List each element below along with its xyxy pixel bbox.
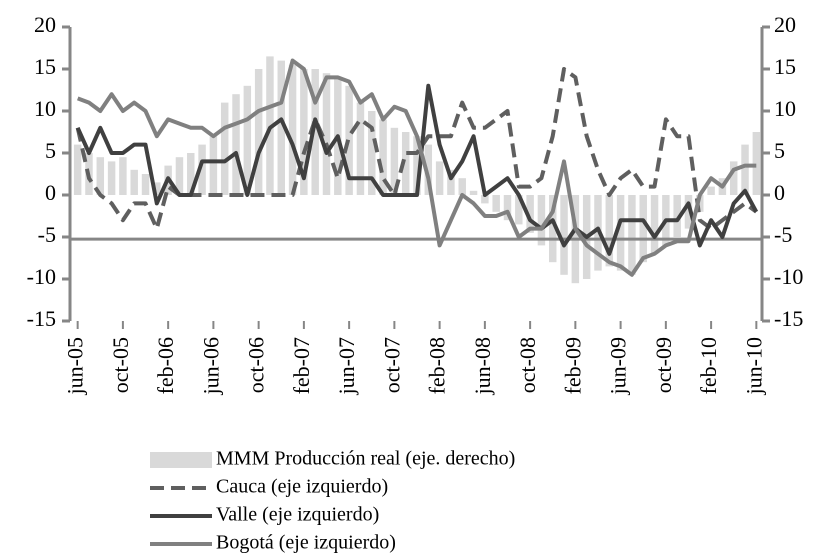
y2-tick-label: 5 — [774, 138, 785, 163]
bar — [515, 195, 523, 225]
line — [75, 83, 759, 256]
bar — [187, 153, 195, 195]
bar — [503, 195, 512, 221]
bar — [435, 161, 444, 195]
bar — [300, 69, 308, 195]
legend-label: Cauca (eje izquierdo) — [216, 476, 388, 498]
y-tick-label: 5 — [45, 138, 56, 163]
bar — [368, 111, 376, 195]
bar — [560, 195, 568, 275]
y-tick-label: 10 — [34, 96, 56, 121]
bar — [288, 64, 297, 195]
bar — [707, 186, 715, 195]
bar — [209, 136, 218, 195]
bar — [526, 195, 534, 233]
line — [77, 58, 757, 277]
bar — [107, 161, 116, 195]
legend-label: Bogotá (eje izquierdo) — [216, 532, 396, 554]
y-tick-label: 20 — [34, 12, 56, 37]
y2-tick-label: 15 — [774, 54, 796, 79]
bar — [628, 195, 636, 275]
bar — [243, 85, 252, 195]
y2-tick-label: -5 — [774, 222, 792, 247]
bar — [413, 136, 421, 195]
bar — [130, 169, 138, 195]
x-tick-label: jun-09 — [606, 337, 631, 395]
x-tick-label: oct-08 — [515, 337, 540, 393]
bar — [684, 195, 693, 229]
bar — [141, 174, 150, 195]
y-tick-label: -10 — [27, 264, 56, 289]
x-tick-label: feb-07 — [289, 337, 314, 394]
y2-tick-label: -15 — [774, 306, 803, 331]
y2-tick-label: 10 — [774, 96, 796, 121]
y2-tick-label: -10 — [774, 264, 803, 289]
x-tick-label: jun-06 — [198, 337, 223, 395]
x-tick-label: feb-10 — [696, 337, 721, 394]
bar — [424, 144, 433, 195]
bar — [673, 195, 681, 237]
bar — [277, 60, 285, 195]
x-tick-label: feb-09 — [560, 337, 585, 394]
bar — [175, 157, 184, 195]
y2-tick-label: 0 — [774, 180, 785, 205]
bar — [119, 157, 127, 195]
bar — [549, 195, 557, 263]
bar — [96, 157, 105, 195]
bar — [356, 102, 365, 195]
legend-label: MMM Producción real (eje. derecho) — [216, 448, 515, 470]
bar — [469, 190, 478, 195]
y-tick-label: 15 — [34, 54, 56, 79]
x-tick-label: jun-07 — [334, 337, 359, 395]
bar — [232, 94, 240, 195]
bar — [153, 182, 161, 195]
y-tick-label: -15 — [27, 306, 56, 331]
bar — [729, 161, 738, 195]
bar — [401, 132, 410, 195]
bar — [752, 132, 761, 195]
bar — [73, 144, 82, 195]
y-tick-label: -5 — [38, 222, 56, 247]
bar — [379, 119, 387, 195]
bar — [639, 195, 647, 263]
x-tick-label: jun-05 — [63, 337, 88, 395]
bar — [198, 144, 206, 195]
bar — [537, 195, 546, 246]
bar — [390, 127, 399, 195]
x-tick-label: oct-06 — [244, 337, 269, 393]
bar — [605, 195, 614, 267]
legend-swatch — [150, 452, 212, 468]
x-tick-label: feb-06 — [153, 337, 178, 394]
x-tick-label: feb-08 — [425, 337, 450, 394]
bar — [254, 69, 263, 195]
bar — [311, 69, 319, 195]
x-tick-label: oct-05 — [108, 337, 133, 393]
bar — [650, 195, 659, 254]
legend-label: Valle (eje izquierdo) — [216, 504, 379, 526]
bar — [458, 178, 466, 195]
bar — [616, 195, 625, 271]
y-tick-label: 0 — [45, 180, 56, 205]
bar — [481, 195, 489, 204]
bar — [492, 195, 500, 212]
y2-tick-label: 20 — [774, 12, 796, 37]
bar — [447, 169, 455, 195]
x-tick-label: oct-07 — [379, 337, 404, 393]
x-tick-label: jun-10 — [741, 337, 766, 395]
x-tick-label: jun-08 — [470, 337, 495, 395]
bar — [322, 73, 331, 195]
bar — [220, 102, 229, 195]
bar — [741, 144, 749, 195]
x-tick-label: oct-09 — [651, 337, 676, 393]
